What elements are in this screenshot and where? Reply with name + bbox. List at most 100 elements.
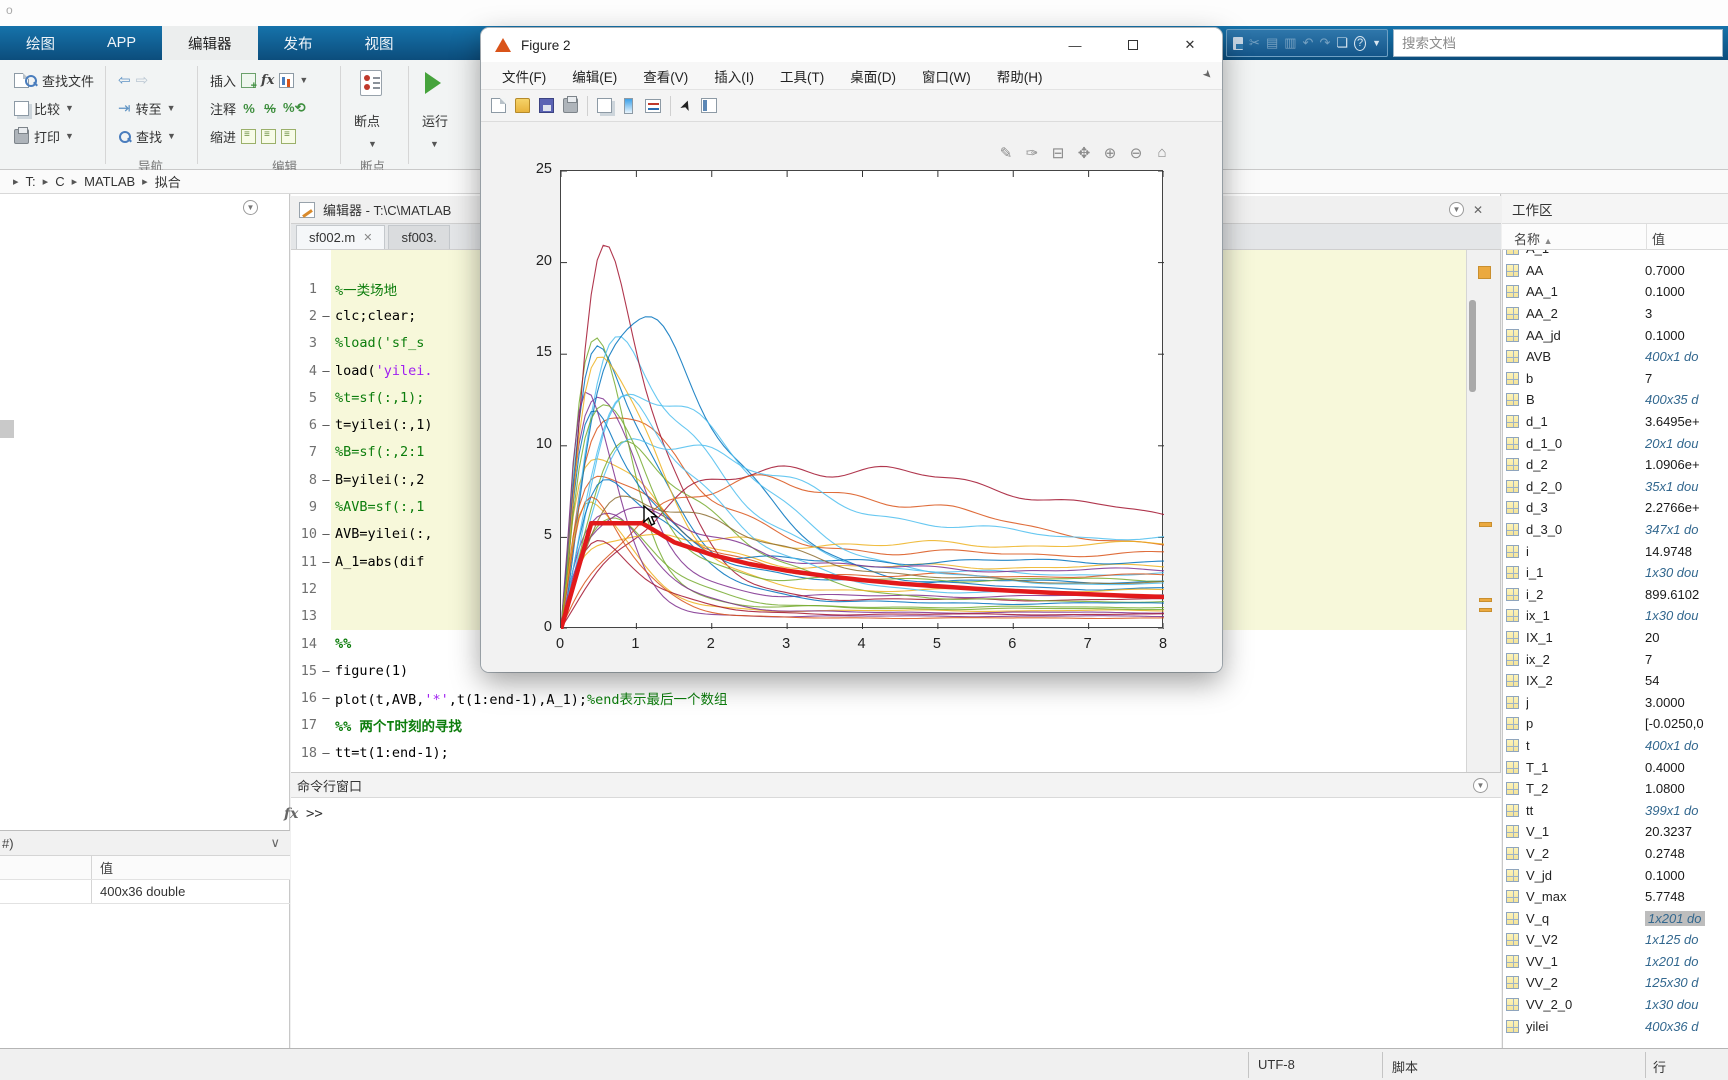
list-item[interactable]: AA_2 3: [1502, 303, 1728, 325]
breakpoints-button[interactable]: [360, 70, 382, 101]
zoom-out-icon[interactable]: ⊖: [1129, 145, 1143, 162]
export-icon[interactable]: ✎: [999, 145, 1013, 162]
warning-marker[interactable]: [1479, 608, 1492, 612]
save-icon[interactable]: [539, 98, 554, 113]
warning-marker[interactable]: [1479, 598, 1492, 602]
print-button[interactable]: 打印 ▼: [14, 124, 74, 148]
property-inspector-icon[interactable]: [700, 98, 717, 113]
uncomment-icon[interactable]: %: [264, 100, 276, 116]
col-value[interactable]: 值: [1652, 232, 1666, 247]
restore-view-icon[interactable]: ⌂: [1157, 144, 1167, 161]
list-item[interactable]: A_1: [1502, 250, 1728, 260]
list-item[interactable]: AA_jd 0.1000: [1502, 324, 1728, 346]
code-line[interactable]: 18 — tt=t(1:end-1);: [291, 739, 1466, 766]
menu-item[interactable]: 文件(F): [502, 69, 547, 85]
code-line[interactable]: 13: [291, 603, 1466, 630]
pan-icon[interactable]: ✥: [1077, 145, 1091, 162]
datatips-icon[interactable]: ⊟: [1051, 145, 1065, 162]
list-item[interactable]: d_2 1.0906e+: [1502, 454, 1728, 476]
list-item[interactable]: V_max 5.7748: [1502, 886, 1728, 908]
insert-legend-icon[interactable]: [645, 98, 661, 113]
list-item[interactable]: i_2 899.6102: [1502, 584, 1728, 606]
back-icon[interactable]: ⇦: [118, 72, 131, 89]
paste-icon[interactable]: ▥: [1284, 35, 1297, 50]
comment-icon[interactable]: %: [243, 100, 255, 116]
list-item[interactable]: d_3 2.2766e+: [1502, 497, 1728, 519]
ribbon-tab-editor[interactable]: 编辑器: [162, 26, 258, 60]
open-icon[interactable]: [515, 98, 530, 113]
insert-colorbar-icon[interactable]: [624, 97, 633, 114]
copy-icon[interactable]: ▤: [1265, 35, 1279, 50]
list-item[interactable]: VV_1 1x201 do: [1502, 951, 1728, 973]
list-item[interactable]: d_3_0 347x1 do: [1502, 519, 1728, 541]
help-icon[interactable]: ?: [1354, 35, 1367, 51]
breadcrumb-item[interactable]: 拟合: [154, 175, 181, 190]
compare-button[interactable]: 比较 ▼: [14, 96, 74, 120]
table-row[interactable]: 400x36 double: [0, 880, 290, 904]
breadcrumb-item[interactable]: T:: [25, 174, 36, 189]
brush-icon[interactable]: ✑: [1025, 145, 1039, 162]
list-item[interactable]: VV_2 125x30 d: [1502, 972, 1728, 994]
code-line[interactable]: 1 %一类场地: [291, 275, 1466, 302]
chevron-down-icon[interactable]: ∨: [270, 835, 280, 850]
goto-button[interactable]: ⇥ 转至 ▼: [118, 96, 176, 120]
code-line[interactable]: 2 — clc;clear;: [291, 302, 1466, 329]
col-name[interactable]: 名称 ▲: [1514, 232, 1553, 247]
list-item[interactable]: V_1 20.3237: [1502, 821, 1728, 843]
new-figure-icon[interactable]: [491, 98, 506, 113]
code-line[interactable]: 6 — t=yilei(:,1): [291, 411, 1466, 438]
list-item[interactable]: d_1 3.6495e+: [1502, 411, 1728, 433]
menu-item[interactable]: 工具(T): [780, 69, 825, 85]
fx-icon[interactable]: fx: [261, 72, 275, 88]
list-item[interactable]: ix_2 7: [1502, 648, 1728, 670]
code-line[interactable]: 9 %AVB=sf(:,1: [291, 493, 1466, 520]
code-line[interactable]: 3 %load('sf_s: [291, 330, 1466, 357]
comment-button[interactable]: 注释 % % %⟲: [210, 96, 306, 120]
panel-menu-icon[interactable]: ▼: [1473, 777, 1488, 793]
ribbon-tab-view[interactable]: 视图: [364, 36, 394, 53]
insert-button[interactable]: 插入 fx ▼: [210, 68, 308, 92]
run-button[interactable]: [425, 72, 441, 99]
zoom-in-icon[interactable]: ⊕: [1103, 145, 1117, 162]
list-item[interactable]: VV_2_0 1x30 dou: [1502, 994, 1728, 1016]
smart-indent-icon[interactable]: [241, 128, 257, 144]
pointer-icon[interactable]: ➤: [675, 97, 695, 114]
command-prompt[interactable]: >>: [306, 806, 323, 822]
list-item[interactable]: d_2_0 35x1 dou: [1502, 476, 1728, 498]
breakpoints-dropdown[interactable]: ▼: [368, 132, 377, 156]
wrap-comment-icon[interactable]: %⟲: [283, 100, 306, 115]
panel-menu-icon[interactable]: ▼: [1448, 202, 1464, 217]
ribbon-tab-apps[interactable]: APP: [107, 35, 137, 51]
list-item[interactable]: B 400x35 d: [1502, 389, 1728, 411]
figure-title-bar[interactable]: Figure 2 — ✕: [481, 28, 1222, 62]
ribbon-tab-publish[interactable]: 发布: [283, 36, 313, 53]
list-item[interactable]: V_V2 1x125 do: [1502, 929, 1728, 951]
editor-tab[interactable]: sf002.m ✕: [296, 225, 386, 249]
code-line[interactable]: 17 %% 两个T时刻的寻找: [291, 712, 1466, 739]
indent-right-icon[interactable]: [261, 128, 277, 144]
close-icon[interactable]: ✕: [1472, 202, 1483, 217]
insert-section-icon[interactable]: [241, 72, 257, 92]
search-input[interactable]: [1394, 30, 1722, 56]
list-item[interactable]: d_1_0 20x1 dou: [1502, 432, 1728, 454]
close-button[interactable]: ✕: [1184, 37, 1196, 52]
command-window[interactable]: [291, 798, 1501, 1048]
list-item[interactable]: i 14.9748: [1502, 540, 1728, 562]
menu-item[interactable]: 插入(I): [714, 69, 754, 85]
menu-item[interactable]: 帮助(H): [996, 69, 1043, 85]
insert-chart-icon[interactable]: [279, 72, 295, 88]
code-line[interactable]: 10 — AVB=yilei(:,: [291, 521, 1466, 548]
code-line[interactable]: 5 %t=sf(:,1);: [291, 384, 1466, 411]
list-item[interactable]: tt 399x1 do: [1502, 799, 1728, 821]
column-resizer[interactable]: [1646, 224, 1647, 250]
code-line[interactable]: 7 %B=sf(:,2:1: [291, 439, 1466, 466]
code-line[interactable]: 16 — plot(t,AVB,'*',t(1:end-1),A_1);%end表示…: [291, 684, 1466, 711]
list-item[interactable]: t 400x1 do: [1502, 735, 1728, 757]
redo-icon[interactable]: ↷: [1319, 35, 1331, 50]
find-files-button[interactable]: 查找文件: [14, 68, 94, 92]
forward-icon[interactable]: ⇨: [135, 72, 149, 89]
code-line[interactable]: 11 — A_1=abs(dif: [291, 548, 1466, 575]
find-button[interactable]: 查找 ▼: [118, 124, 176, 148]
list-item[interactable]: V_jd 0.1000: [1502, 864, 1728, 886]
list-item[interactable]: j 3.0000: [1502, 691, 1728, 713]
